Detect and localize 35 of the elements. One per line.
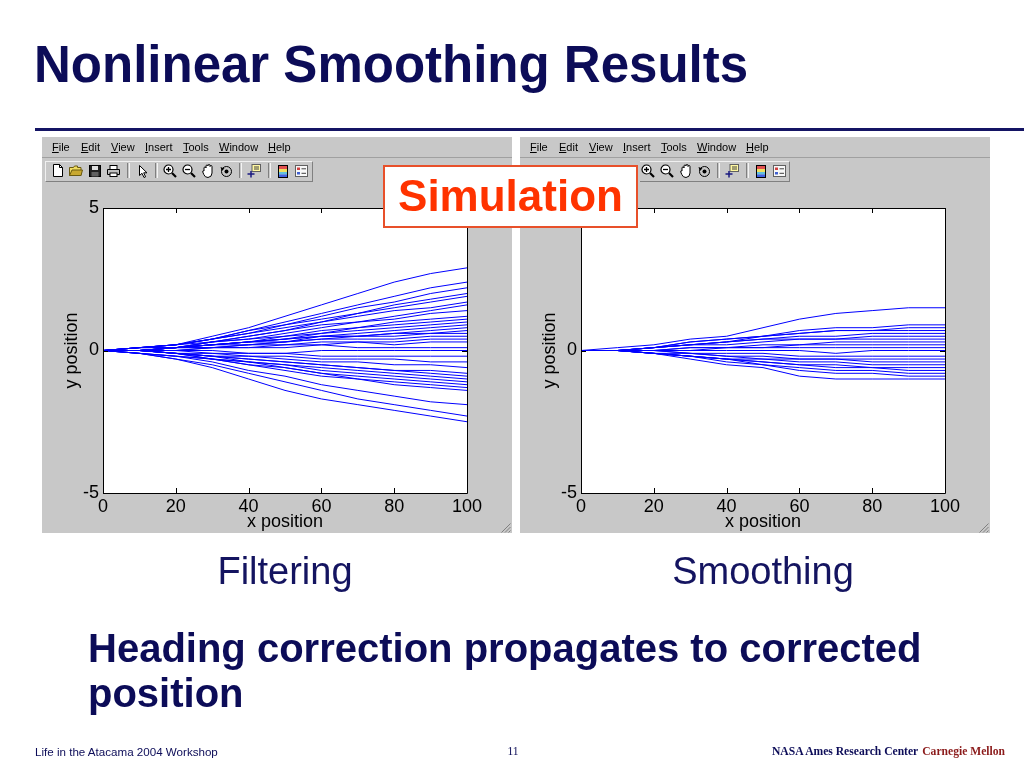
text: NASA Ames Research Center [771, 745, 919, 758]
y-tick-label: -5 [560, 481, 577, 502]
text: Heading correction propagates to corrected position [88, 626, 923, 716]
text: Smoothing [672, 549, 854, 593]
text: Insert [145, 141, 173, 154]
x-tick-label: 100 [451, 495, 483, 516]
text: Filtering [217, 549, 353, 593]
text: View [589, 141, 613, 154]
text: View [111, 141, 135, 154]
text: Window [697, 141, 737, 154]
text: Insert [623, 141, 651, 154]
text: Life in the Atacama 2004 Workshop [35, 745, 218, 759]
text: Tools [661, 141, 687, 154]
x-tick-label: 80 [384, 495, 405, 516]
text: Help [268, 141, 291, 154]
x-tick-label: 20 [643, 495, 664, 516]
text: Help [746, 141, 769, 154]
x-tick-label: 80 [862, 495, 883, 516]
text: Edit [559, 141, 578, 154]
annotation: Simulation [383, 165, 638, 228]
text: File [530, 141, 548, 154]
text: Edit [81, 141, 100, 154]
text: Tools [183, 141, 209, 154]
y-axis-title: y position [60, 312, 81, 389]
text: Nonlinear Smoothing Results [34, 36, 749, 94]
text: File [52, 141, 70, 154]
y-tick-label: 0 [88, 339, 99, 360]
y-axis-title: y position [538, 312, 559, 389]
text: Carnegie Mellon [922, 745, 1005, 758]
x-tick-label: 20 [165, 495, 186, 516]
text: Window [219, 141, 259, 154]
y-tick-label: -5 [82, 481, 99, 502]
y-tick-label: 5 [88, 196, 99, 217]
text: 11 [507, 745, 519, 759]
x-tick-label: 100 [929, 495, 961, 516]
